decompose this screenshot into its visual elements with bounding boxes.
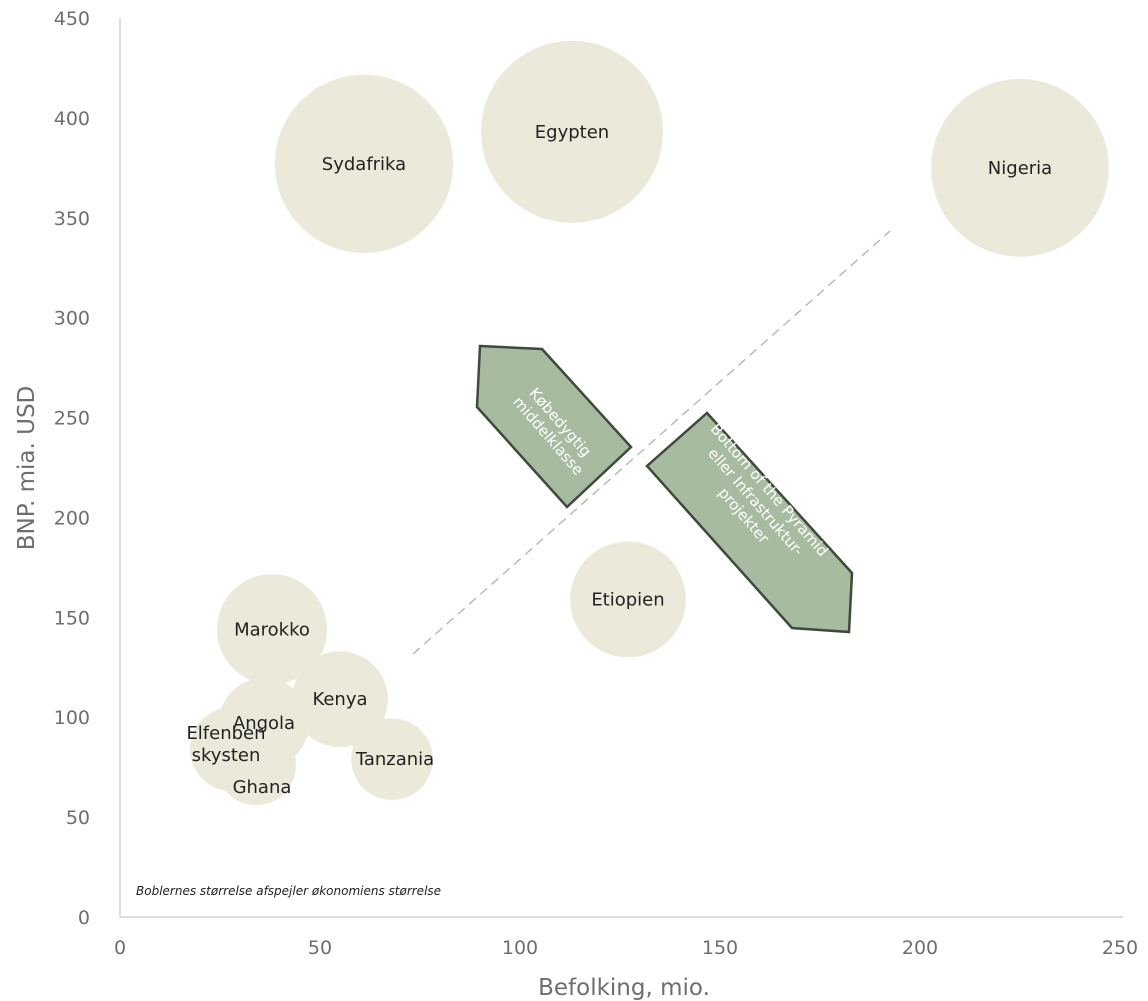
bubble-egypten (481, 40, 663, 223)
x-axis-title: Befolking, mio. (538, 975, 710, 1001)
x-tick-label: 100 (502, 937, 538, 959)
bubble-nigeria (931, 78, 1109, 257)
axes-layer (119, 18, 1123, 918)
bubble-ghana (215, 725, 297, 806)
bubble-tanzania (351, 718, 433, 800)
y-tick-label: 450 (54, 8, 90, 30)
arrow-middle-class: Købedygtig middelklasse (475, 344, 633, 509)
bubble-etiopien (570, 541, 686, 658)
bubble-label-egypten: Egypten (535, 122, 609, 143)
bubble-kenya (292, 651, 388, 748)
bubble-label-marokko: Marokko (234, 619, 310, 640)
y-tick-label: 150 (54, 607, 90, 629)
bubble-label-line: skysten (192, 745, 261, 766)
chart-note: Boblernes størrelse afspejler økonomiens… (136, 884, 441, 898)
y-tick-label: 350 (54, 208, 90, 230)
y-tick-label: 50 (66, 807, 90, 829)
divider-layer (412, 230, 891, 655)
arrow-middle-class-shape (475, 344, 633, 509)
x-tick-label: 250 (1102, 937, 1138, 959)
bubble-label-ghana: Ghana (233, 777, 292, 798)
bubbles-layer: Sydafrika Egypten Nigeria Etiopien Marokko Ke… (186, 40, 1109, 806)
bubble-marokko (216, 574, 328, 685)
bubble-label-nigeria: Nigeria (988, 158, 1052, 179)
y-tick-label: 0 (78, 907, 90, 929)
bubble-label-elfenben-skysten: Elfenben skysten (186, 723, 265, 766)
bubble-label-sydafrika: Sydafrika (322, 154, 406, 175)
bubble-label-etiopien: Etiopien (591, 589, 664, 610)
divider-dashed-line (412, 230, 891, 655)
bubble-label-line: Elfenben (186, 723, 265, 744)
arrow-bottom-pyramid-shape (645, 411, 854, 634)
y-tick-label: 400 (54, 108, 90, 130)
x-tick-label: 50 (308, 937, 332, 959)
x-tick-label: 150 (702, 937, 738, 959)
x-tick-label: 0 (114, 937, 126, 959)
x-tick-label: 200 (902, 937, 938, 959)
bubble-label-kenya: Kenya (312, 689, 367, 710)
y-tick-label: 300 (54, 308, 90, 330)
y-axis-title: BNP. mia. USD (14, 386, 40, 551)
bubble-sydafrika (274, 74, 454, 253)
bubble-label-tanzania: Tanzania (355, 749, 434, 770)
ticks-layer: 0 50 100 150 200 250 0 50 100 150 200 250 300 350 400 4… (54, 8, 1138, 959)
y-tick-label: 250 (54, 408, 90, 430)
bubble-label-angola: Angola (233, 713, 295, 734)
y-tick-label: 100 (54, 707, 90, 729)
y-tick-label: 200 (54, 507, 90, 529)
